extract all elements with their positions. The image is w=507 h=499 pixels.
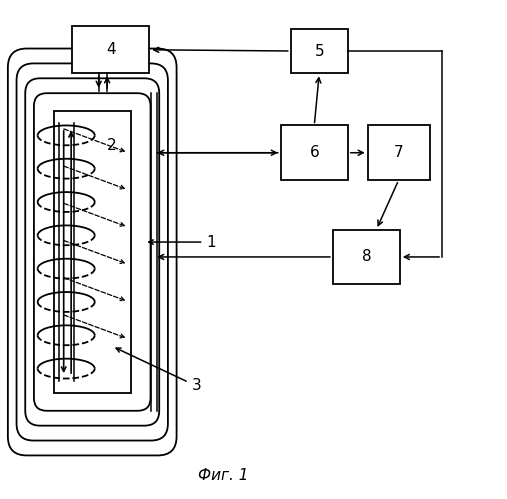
Text: 4: 4 xyxy=(106,42,116,57)
FancyBboxPatch shape xyxy=(17,63,168,441)
Text: 5: 5 xyxy=(314,43,324,58)
FancyBboxPatch shape xyxy=(25,78,159,426)
FancyBboxPatch shape xyxy=(333,230,400,284)
FancyBboxPatch shape xyxy=(8,48,176,456)
FancyBboxPatch shape xyxy=(34,93,151,411)
Text: 8: 8 xyxy=(361,250,371,264)
FancyBboxPatch shape xyxy=(291,28,348,73)
FancyBboxPatch shape xyxy=(73,26,149,73)
Text: 1: 1 xyxy=(149,235,216,250)
Text: 3: 3 xyxy=(116,348,201,393)
Text: 2: 2 xyxy=(107,138,117,153)
Text: 7: 7 xyxy=(394,145,404,160)
FancyBboxPatch shape xyxy=(281,125,348,180)
Text: 6: 6 xyxy=(309,145,319,160)
Text: Фиг. 1: Фиг. 1 xyxy=(198,468,249,483)
FancyBboxPatch shape xyxy=(54,111,131,393)
FancyBboxPatch shape xyxy=(368,125,429,180)
